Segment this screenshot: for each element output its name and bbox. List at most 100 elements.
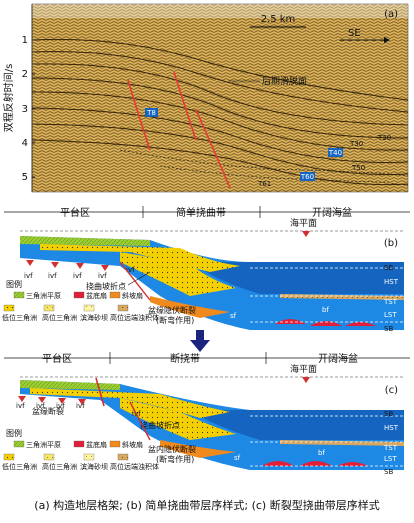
ivf-label: ivf: [56, 402, 65, 410]
legend-text: 斜坡扇: [122, 440, 143, 449]
panel-c: 平台区 断挠带 开阔海盆 海平面 SB HST TST LST SB sf bf: [2, 352, 410, 476]
legend-swatch: [117, 453, 129, 461]
legend-title: 图例: [6, 428, 22, 438]
legend-text: 盆底扇: [86, 291, 107, 300]
fault-note-2: (断弯作用): [156, 454, 194, 464]
scale-label: 2.5 km: [261, 14, 296, 25]
legend-text: 高位三角洲: [42, 462, 77, 471]
y-ticks: 1 2 3 4 5: [22, 35, 28, 183]
slope-fan: [150, 296, 230, 318]
legend-swatch: [73, 440, 85, 448]
ytick: 2: [22, 69, 28, 80]
hst-label: HST: [384, 424, 399, 432]
bf-label: bf: [318, 449, 325, 457]
legend-swatch: [83, 453, 95, 461]
ivf-labels: ivf ivf ivf ivf ivf: [24, 266, 135, 280]
ivf-label: ivf: [73, 272, 82, 280]
ytick: 3: [22, 104, 28, 115]
hidden-fault-b: [119, 261, 151, 301]
sequence-boundaries: [250, 267, 404, 323]
sea-level-marker: [302, 377, 310, 383]
flexure-point-label: 挠曲坡折点: [86, 281, 126, 291]
horizon-label: T61: [257, 180, 271, 188]
ivf-label: ivf: [126, 266, 135, 274]
legend-text: 滨海砂坝: [80, 313, 108, 322]
horizon-label: T30: [349, 140, 363, 148]
legend-swatch: [3, 304, 15, 312]
lst-label: LST: [384, 311, 397, 319]
highstand-delta: [120, 398, 236, 440]
legend-text: 斜坡扇: [122, 291, 143, 300]
horizon-labels: T8 T20 T30 T40 T60 T50 T61: [145, 108, 391, 188]
legend-text: 三角洲平原: [26, 291, 61, 300]
delta-plain: [20, 236, 150, 246]
y-axis-label: 双程反射时间/s: [2, 64, 15, 133]
flexure-point-label: 挠曲坡折点: [140, 420, 180, 430]
sb-label: SB: [384, 325, 393, 333]
slope-fan: [160, 440, 236, 458]
ytick: 1: [22, 35, 28, 46]
legend-text: 高位远端浊积体: [110, 313, 159, 322]
ivf-label: ivf: [98, 272, 107, 280]
fault-note-2: (断弯作用): [156, 315, 194, 325]
legend-swatch: [13, 440, 25, 448]
legend-text: 低位三角洲: [2, 313, 37, 322]
ivf-label: ivf: [16, 402, 25, 410]
legend-title: 图例: [6, 279, 22, 289]
zone-label: 平台区: [60, 206, 90, 219]
figure-caption: (a) 构造地层格架; (b) 简单挠曲带层序样式; (c) 断裂型挠曲带层序样…: [34, 499, 380, 512]
panel-b: 平台区 简单挠曲带 开阔海盆 海平面 SB HST TST LST SB sf …: [2, 206, 410, 333]
legend-swatch: [109, 291, 121, 299]
legend-text: 滨海砂坝: [80, 462, 108, 471]
legend-swatch: [117, 304, 129, 312]
legend-swatch: [43, 453, 55, 461]
transition-arrow-icon: [190, 330, 210, 352]
y-ticks-marks: [32, 39, 35, 178]
ivf-label: ivf: [48, 272, 57, 280]
horizon-label: T50: [351, 164, 365, 172]
legend-text: 低位三角洲: [2, 462, 37, 471]
panel-label-b: (b): [384, 238, 398, 249]
annotation-detachment: 后期滑脱面: [262, 75, 307, 87]
basin-floor-fans: [262, 461, 368, 466]
legend-text: 三角洲平原: [26, 440, 61, 449]
legend-swatch: [83, 304, 95, 312]
hidden-fault-c: [129, 401, 151, 441]
legend-text: 盆底扇: [86, 440, 107, 449]
zone-label: 平台区: [42, 352, 72, 365]
legend-swatch: [43, 304, 55, 312]
basin-deep: [200, 262, 404, 294]
distal-turbidite: [280, 294, 404, 300]
ytick: 5: [22, 172, 28, 183]
horizon-label: T40: [328, 149, 342, 157]
ivf-label: ivf: [36, 402, 45, 410]
sb-label: SB: [384, 468, 393, 476]
fault-note: 盆缘隐伏断裂: [148, 305, 196, 315]
basin-fill: [20, 380, 404, 470]
panel-label-c: (c): [385, 385, 398, 396]
sea-level-label: 海平面: [290, 217, 317, 229]
systems-tracts: SB HST TST LST SB sf bf: [234, 410, 399, 476]
systems-tracts: SB HST TST LST SB sf bf: [230, 264, 399, 333]
legend-b: 三角洲平原 盆底扇 斜坡扇 低位三角洲 高位三角洲 滨海砂坝 高位远端浊积体: [2, 291, 159, 322]
sea-level-label: 海平面: [290, 363, 317, 375]
faults-a: [127, 71, 231, 189]
highstand-delta: [120, 252, 236, 296]
horizon-label: T20: [377, 134, 391, 142]
ivf-label: ivf: [76, 402, 85, 410]
seismic-horizons: [31, 38, 409, 186]
panel-label-a: (a): [384, 9, 398, 20]
legend-swatch: [109, 440, 121, 448]
legend-text: 高位三角洲: [42, 313, 77, 322]
ivf-label: ivf: [24, 272, 33, 280]
delta-plain: [20, 380, 120, 390]
panel-a: 1 2 3 4 5 双程反射时间/s 2.5 km (a) SE 后期滑脱面 T…: [2, 3, 409, 193]
legend-swatch: [13, 291, 25, 299]
legend-c: 三角洲平原 盆底扇 斜坡扇 低位三角洲 高位三角洲 滨海砂坝 高位远端浊积体: [2, 440, 159, 471]
ytick: 4: [22, 138, 28, 149]
horizon-label: T8: [146, 109, 156, 117]
hst-label: HST: [384, 278, 399, 286]
lowstand-delta: [30, 388, 230, 418]
